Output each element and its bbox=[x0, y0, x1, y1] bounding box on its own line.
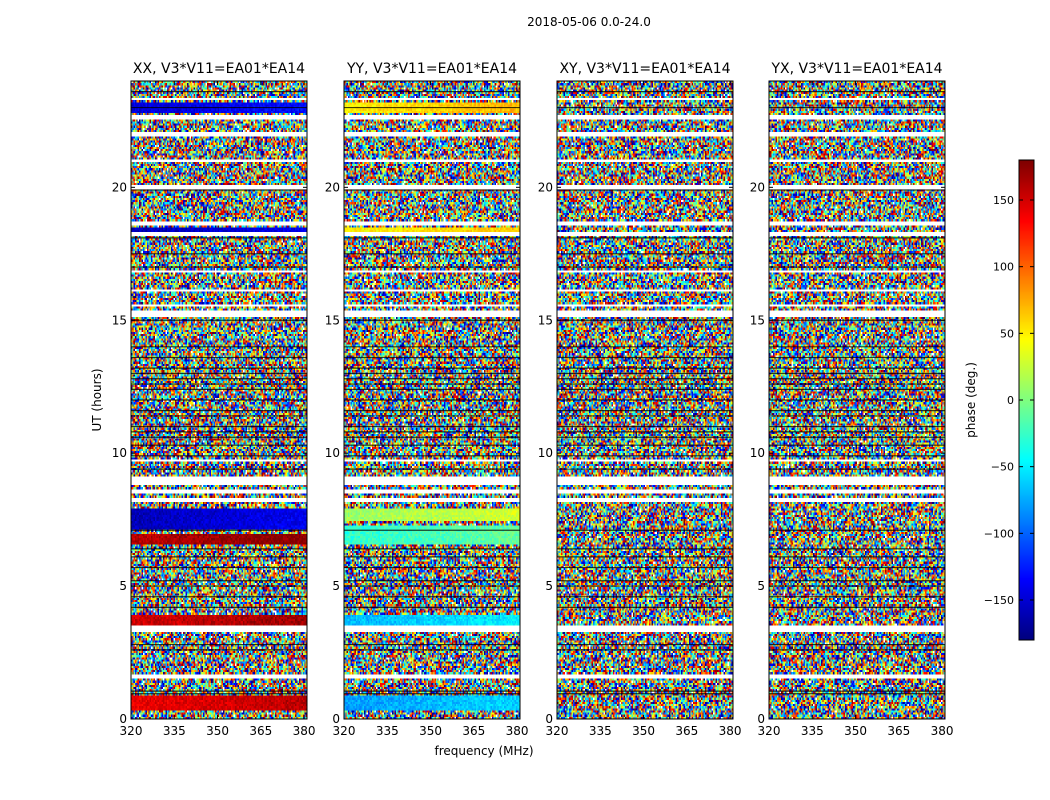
panels-group: XX, V3*V11=EA01*EA14 320 335 350 365 380 0 5 10 1… bbox=[112, 61, 954, 738]
y-tick-label: 5 bbox=[757, 579, 765, 593]
x-tick-label: 335 bbox=[801, 724, 824, 738]
y-tick-label: 20 bbox=[325, 180, 340, 194]
y-tick-label: 20 bbox=[538, 180, 553, 194]
colorbar-tick-label: 150 bbox=[993, 194, 1014, 207]
x-tick-label: 380 bbox=[931, 724, 954, 738]
y-tick-label: 10 bbox=[538, 446, 553, 460]
y-tick-label: 5 bbox=[332, 579, 340, 593]
x-tick-label: 335 bbox=[589, 724, 612, 738]
x-tick-label: 320 bbox=[120, 724, 143, 738]
colorbar-tick-label: −50 bbox=[991, 461, 1014, 474]
x-tick-label: 350 bbox=[844, 724, 867, 738]
colorbar-label: phase (deg.) bbox=[964, 362, 978, 438]
x-tick-label: 380 bbox=[293, 724, 316, 738]
x-tick-label: 365 bbox=[249, 724, 272, 738]
y-tick-label: 5 bbox=[545, 579, 553, 593]
panel-frame bbox=[343, 80, 521, 720]
y-tick-label: 0 bbox=[757, 712, 765, 726]
panel-frame bbox=[768, 80, 946, 720]
colorbar-tick-label: 0 bbox=[1007, 394, 1014, 407]
x-tick-label: 350 bbox=[419, 724, 442, 738]
x-axis-label: frequency (MHz) bbox=[434, 744, 533, 758]
x-tick-label: 365 bbox=[462, 724, 485, 738]
colorbar-tick-label: −150 bbox=[984, 594, 1014, 607]
x-tick-label: 380 bbox=[719, 724, 742, 738]
y-tick-label: 10 bbox=[112, 446, 127, 460]
x-tick-label: 365 bbox=[887, 724, 910, 738]
panel-frame bbox=[556, 80, 734, 720]
y-tick-label: 15 bbox=[112, 313, 127, 327]
y-tick-label: 20 bbox=[112, 180, 127, 194]
panel-1: XX, V3*V11=EA01*EA14 320 335 350 365 380 0 5 10 1… bbox=[112, 61, 316, 738]
colorbar-gradient bbox=[1019, 160, 1034, 640]
panel-frame bbox=[130, 80, 308, 720]
y-tick-label: 0 bbox=[545, 712, 553, 726]
y-tick-label: 5 bbox=[119, 579, 127, 593]
colorbar-tick-label: −100 bbox=[984, 527, 1014, 540]
panel-title: YX, V3*V11=EA01*EA14 bbox=[770, 61, 942, 77]
y-tick-label: 15 bbox=[325, 313, 340, 327]
y-tick-label: 15 bbox=[750, 313, 765, 327]
y-tick-label: 0 bbox=[332, 712, 340, 726]
x-tick-label: 335 bbox=[163, 724, 186, 738]
y-tick-label: 15 bbox=[538, 313, 553, 327]
colorbar: −150 −100 −50 0 50 100 150 bbox=[984, 159, 1035, 641]
panel-2: YY, V3*V11=EA01*EA14 320 335 350 365 380 0 5 10 1… bbox=[325, 61, 529, 738]
panel-title: XY, V3*V11=EA01*EA14 bbox=[559, 61, 730, 77]
x-tick-label: 320 bbox=[758, 724, 781, 738]
y-axis-label: UT (hours) bbox=[90, 368, 104, 431]
panel-title: XX, V3*V11=EA01*EA14 bbox=[133, 61, 305, 77]
y-tick-label: 0 bbox=[119, 712, 127, 726]
panel-3: XY, V3*V11=EA01*EA14 320 335 350 365 380 0 5 10 1… bbox=[538, 61, 742, 738]
panel-title: YY, V3*V11=EA01*EA14 bbox=[346, 61, 517, 77]
x-tick-label: 350 bbox=[632, 724, 655, 738]
y-tick-label: 20 bbox=[750, 180, 765, 194]
y-tick-label: 10 bbox=[325, 446, 340, 460]
colorbar-tick-label: 100 bbox=[993, 261, 1014, 274]
x-tick-label: 380 bbox=[506, 724, 529, 738]
y-tick-label: 10 bbox=[750, 446, 765, 460]
x-tick-label: 320 bbox=[546, 724, 569, 738]
x-tick-label: 350 bbox=[206, 724, 229, 738]
figure-suptitle: 2018-05-06 0.0-24.0 bbox=[527, 15, 651, 29]
x-tick-label: 335 bbox=[376, 724, 399, 738]
x-tick-label: 320 bbox=[333, 724, 356, 738]
panel-4: YX, V3*V11=EA01*EA14 320 335 350 365 380 0 5 10 1… bbox=[750, 61, 954, 738]
x-tick-label: 365 bbox=[675, 724, 698, 738]
colorbar-tick-label: 50 bbox=[1000, 327, 1014, 340]
